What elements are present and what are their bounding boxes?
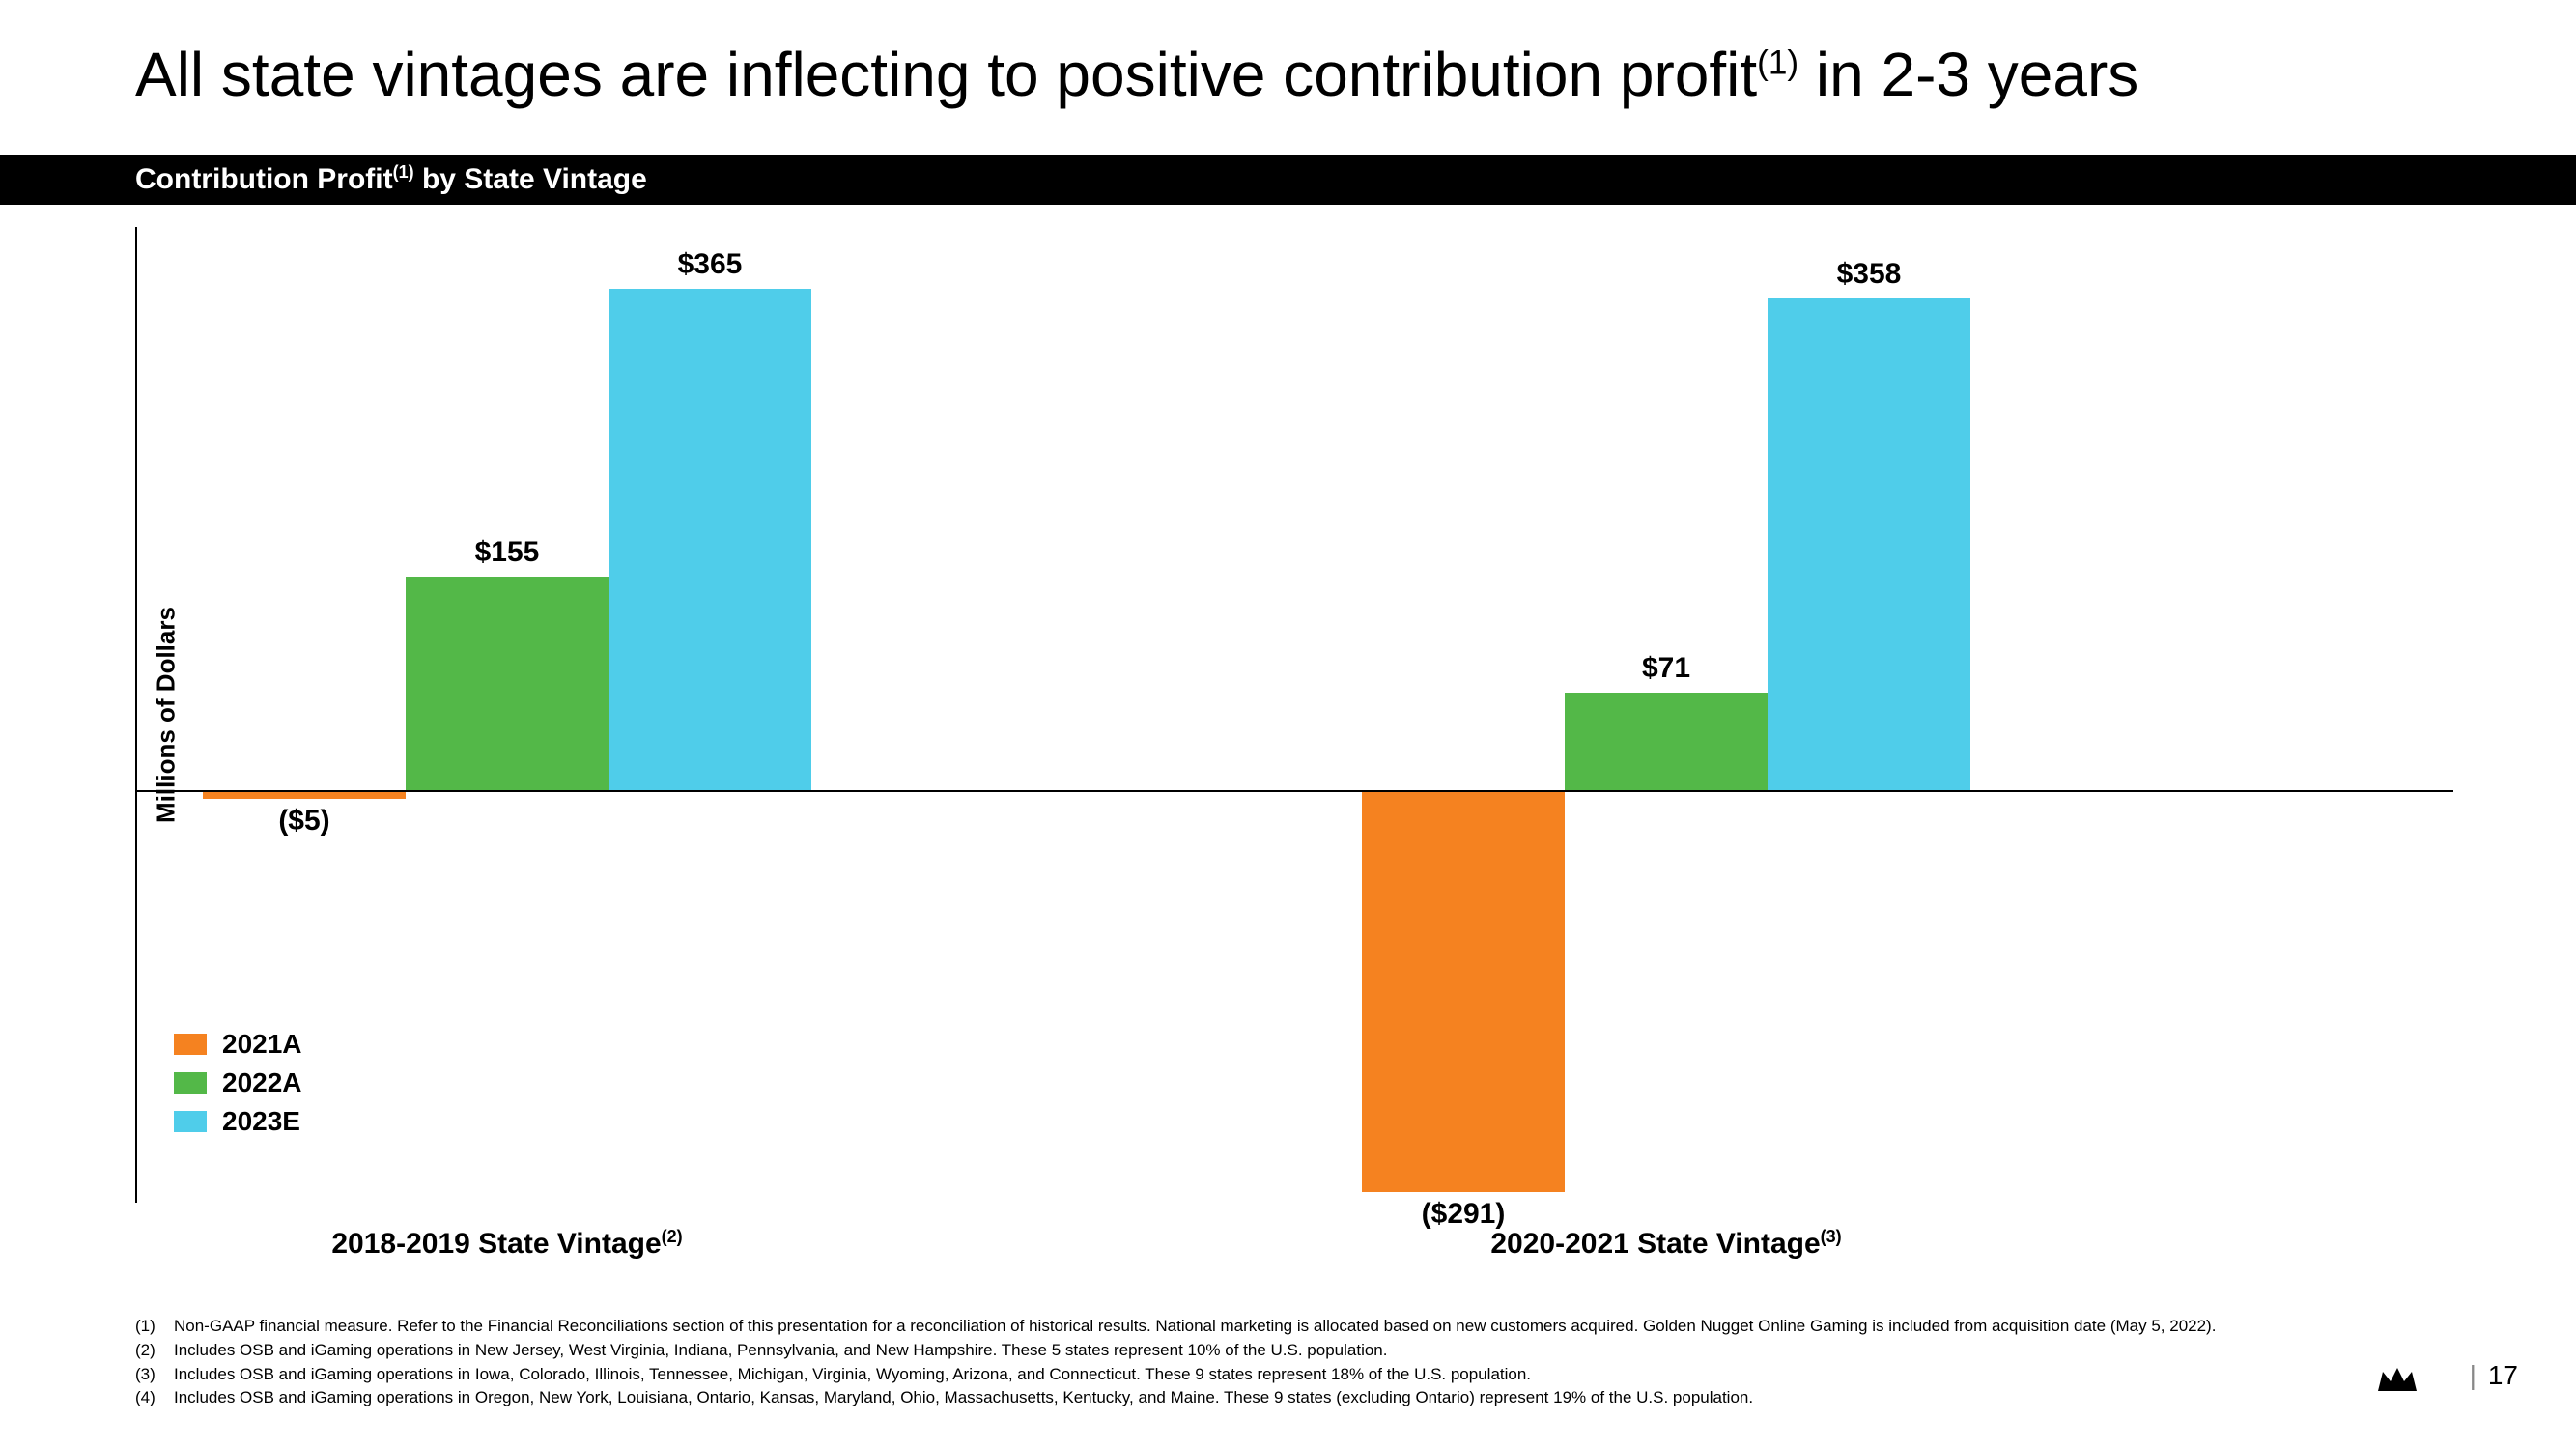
page-number-separator: |	[2470, 1360, 2477, 1390]
bar-label-g2-2023E: $358	[1768, 258, 1970, 291]
subtitle-text: Contribution Profit(1) by State Vintage	[135, 162, 647, 196]
group-label-text: 2018-2019 State Vintage	[331, 1228, 661, 1260]
footnote-num: (2)	[135, 1339, 174, 1363]
footnote-text: Non-GAAP financial measure. Refer to the…	[174, 1315, 2357, 1339]
legend-label-2021A: 2021A	[222, 1029, 302, 1060]
footnote-row: (3)Includes OSB and iGaming operations i…	[135, 1363, 2357, 1387]
bar-g1-2021A	[203, 792, 406, 799]
footnote-text: Includes OSB and iGaming operations in O…	[174, 1386, 2357, 1410]
crown-logo-icon	[2373, 1360, 2421, 1399]
legend-swatch-2022A	[174, 1072, 207, 1094]
bar-label-g1-2021A: ($5)	[203, 805, 406, 838]
group-label-text: 2020-2021 State Vintage	[1490, 1228, 1820, 1260]
legend-swatch-2021A	[174, 1034, 207, 1055]
subtitle-bar: Contribution Profit(1) by State Vintage	[0, 155, 2576, 205]
footnote-row: (4)Includes OSB and iGaming operations i…	[135, 1386, 2357, 1410]
bar-label-g1-2023E: $365	[609, 248, 811, 281]
footnote-text: Includes OSB and iGaming operations in N…	[174, 1339, 2357, 1363]
bar-g1-2022A	[406, 577, 609, 789]
bar-g2-2021A	[1362, 792, 1565, 1192]
footnote-text: Includes OSB and iGaming operations in I…	[174, 1363, 2357, 1387]
page-number: | 17	[2470, 1360, 2518, 1391]
footnote-num: (1)	[135, 1315, 174, 1339]
page-title-post: in 2-3 years	[1798, 40, 2138, 109]
page-title-pre: All state vintages are inflecting to pos…	[135, 40, 1757, 109]
legend-label-2022A: 2022A	[222, 1067, 302, 1098]
bar-g1-2023E	[609, 289, 811, 790]
zero-line	[135, 790, 2453, 792]
bar-g2-2023E	[1768, 298, 1970, 790]
footnotes: (1)Non-GAAP financial measure. Refer to …	[135, 1315, 2357, 1410]
footnote-num: (4)	[135, 1386, 174, 1410]
page-title: All state vintages are inflecting to pos…	[135, 39, 2138, 110]
legend-row-2023E: 2023E	[174, 1106, 302, 1137]
chart-area: Millions of Dollars ($5)$155$3652018-201…	[135, 227, 2453, 1203]
group-label-sup: (2)	[662, 1227, 683, 1246]
bar-label-g1-2022A: $155	[406, 536, 609, 569]
subtitle-sup: (1)	[393, 162, 414, 182]
y-axis-line	[135, 227, 137, 1203]
footnote-row: (2)Includes OSB and iGaming operations i…	[135, 1339, 2357, 1363]
legend-label-2023E: 2023E	[222, 1106, 300, 1137]
group-label-g1: 2018-2019 State Vintage(2)	[295, 1227, 720, 1261]
footnote-num: (3)	[135, 1363, 174, 1387]
page-number-value: 17	[2488, 1360, 2518, 1390]
legend-row-2022A: 2022A	[174, 1067, 302, 1098]
bar-g2-2022A	[1565, 693, 1768, 790]
legend-row-2021A: 2021A	[174, 1029, 302, 1060]
bar-label-g2-2022A: $71	[1565, 652, 1768, 685]
subtitle-post: by State Vintage	[414, 163, 647, 195]
legend: 2021A 2022A 2023E	[174, 1029, 302, 1145]
legend-swatch-2023E	[174, 1111, 207, 1132]
page-title-sup: (1)	[1757, 44, 1798, 82]
footnote-row: (1)Non-GAAP financial measure. Refer to …	[135, 1315, 2357, 1339]
subtitle-pre: Contribution Profit	[135, 163, 393, 195]
group-label-sup: (3)	[1821, 1227, 1842, 1246]
group-label-g2: 2020-2021 State Vintage(3)	[1454, 1227, 1879, 1261]
